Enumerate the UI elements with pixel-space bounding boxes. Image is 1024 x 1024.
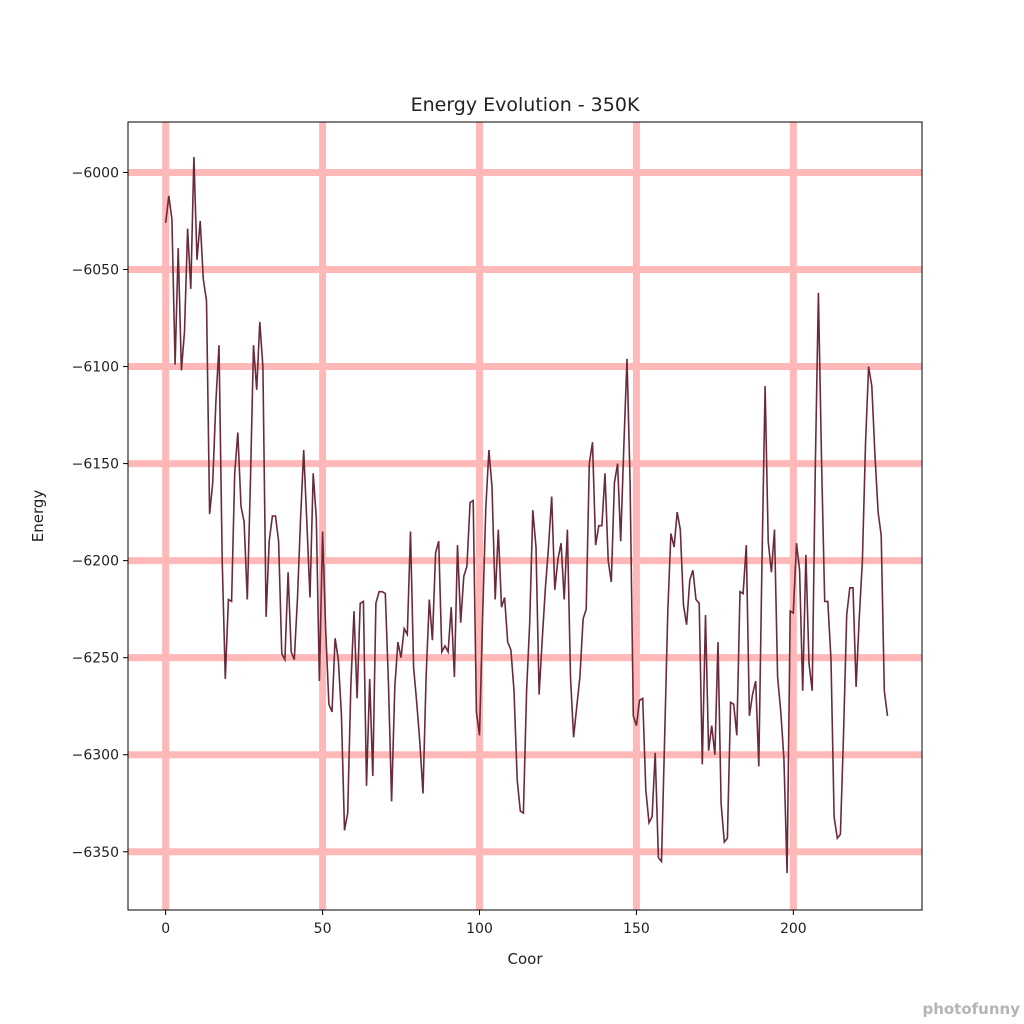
y-axis-label: Energy bbox=[29, 490, 47, 543]
y-tick-label: −6250 bbox=[72, 651, 119, 667]
y-tick-label: −6300 bbox=[72, 748, 119, 764]
y-tick-label: −6100 bbox=[72, 360, 119, 376]
x-tick-label: 200 bbox=[780, 921, 807, 937]
chart-title: Energy Evolution - 350K bbox=[411, 94, 640, 116]
y-tick-label: −6000 bbox=[72, 165, 119, 181]
y-tick-label: −6350 bbox=[72, 845, 119, 861]
plot-frame bbox=[127, 121, 923, 911]
x-tick-label: 100 bbox=[466, 921, 493, 937]
x-ticks: 0 50 100 150 200 bbox=[161, 910, 807, 937]
y-tick-label: −6150 bbox=[72, 457, 119, 473]
watermark: photofunny bbox=[922, 1000, 1020, 1018]
x-axis-label: Coor bbox=[508, 950, 544, 968]
x-tick-label: 50 bbox=[314, 921, 332, 937]
x-tick-label: 0 bbox=[161, 921, 170, 937]
y-tick-label: −6200 bbox=[72, 554, 119, 570]
series-line bbox=[164, 156, 889, 874]
y-tick-label: −6050 bbox=[72, 263, 119, 279]
x-tick-label: 150 bbox=[623, 921, 650, 937]
gridlines bbox=[128, 122, 922, 910]
y-ticks: −6000 −6050 −6100 −6150 −6200 −6250 −6300 −6350 bbox=[72, 165, 128, 861]
